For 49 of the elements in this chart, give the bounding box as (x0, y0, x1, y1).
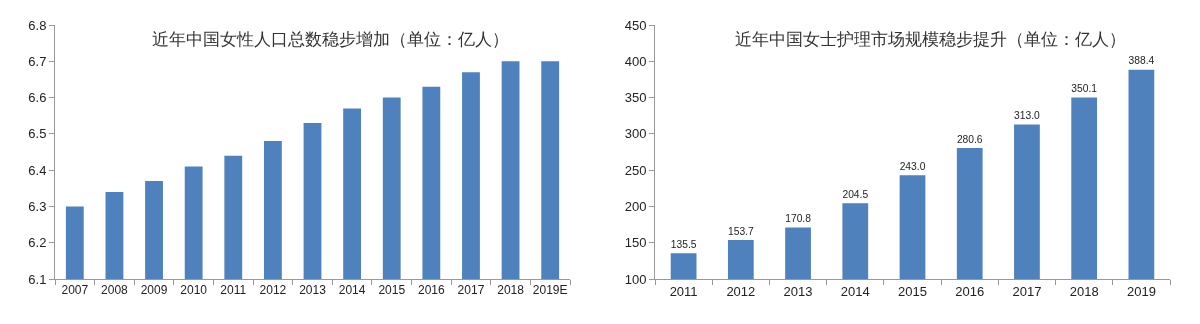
y-tick-label: 6.3 (28, 198, 47, 214)
x-tick-label: 2019E (532, 283, 568, 298)
x-tick-label: 2016 (955, 283, 985, 299)
y-tick-label: 6.2 (28, 235, 47, 251)
x-tick-label: 2012 (259, 283, 287, 298)
x-tick-label: 2013 (783, 283, 813, 299)
x-tick-label: 2011 (669, 283, 698, 299)
x-tick-label: 2017 (1012, 283, 1042, 299)
y-tick-label: 6.6 (28, 90, 47, 106)
data-label: 313.0 (1014, 110, 1041, 122)
y-tick-label: 300 (624, 126, 647, 142)
x-tick-label: 2018 (1069, 283, 1099, 299)
data-label: 204.5 (842, 188, 869, 200)
y-tick-label: 6.7 (28, 53, 47, 69)
y-tick-label: 150 (624, 235, 647, 251)
x-tick-label: 2014 (338, 283, 366, 298)
data-label: 350.1 (1071, 83, 1098, 95)
y-tick-label: 6.4 (28, 162, 47, 178)
x-tick-label: 2019 (1126, 283, 1156, 299)
data-label: 280.6 (956, 133, 983, 145)
data-label: 243.0 (899, 160, 926, 172)
y-tick-label: 200 (624, 198, 647, 214)
y-tick-label: 6.1 (28, 271, 47, 287)
data-label: 153.7 (727, 225, 754, 237)
y-tick-label: 350 (624, 90, 647, 106)
x-tick-label: 2017 (457, 283, 485, 298)
data-label: 388.4 (1128, 55, 1155, 67)
y-tick-label: 400 (624, 53, 647, 69)
x-tick-label: 2014 (840, 283, 870, 299)
x-tick-label: 2018 (497, 283, 525, 298)
x-tick-label: 2009 (140, 283, 168, 298)
x-tick-label: 2010 (180, 283, 208, 298)
x-tick-label: 2007 (61, 283, 89, 298)
chart-title: 近年中国女性人口总数稳步增加（单位：亿人） (151, 29, 509, 49)
x-tick-label: 2011 (220, 283, 247, 298)
data-label: 170.8 (785, 213, 812, 225)
y-tick-label: 6.8 (28, 17, 47, 33)
y-tick-label: 6.5 (28, 126, 47, 142)
chart-title: 近年中国女士护理市场规模稳步提升（单位：亿人） (734, 29, 1126, 49)
data-label: 135.5 (670, 238, 697, 250)
x-tick-label: 2012 (726, 283, 756, 299)
x-tick-label: 2008 (101, 283, 129, 298)
y-tick-label: 450 (624, 17, 647, 33)
y-tick-label: 100 (624, 271, 647, 287)
y-tick-label: 250 (624, 162, 647, 178)
x-tick-label: 2015 (898, 283, 927, 299)
x-tick-label: 2013 (299, 283, 327, 298)
x-tick-label: 2015 (378, 283, 406, 298)
x-tick-label: 2016 (418, 283, 446, 298)
